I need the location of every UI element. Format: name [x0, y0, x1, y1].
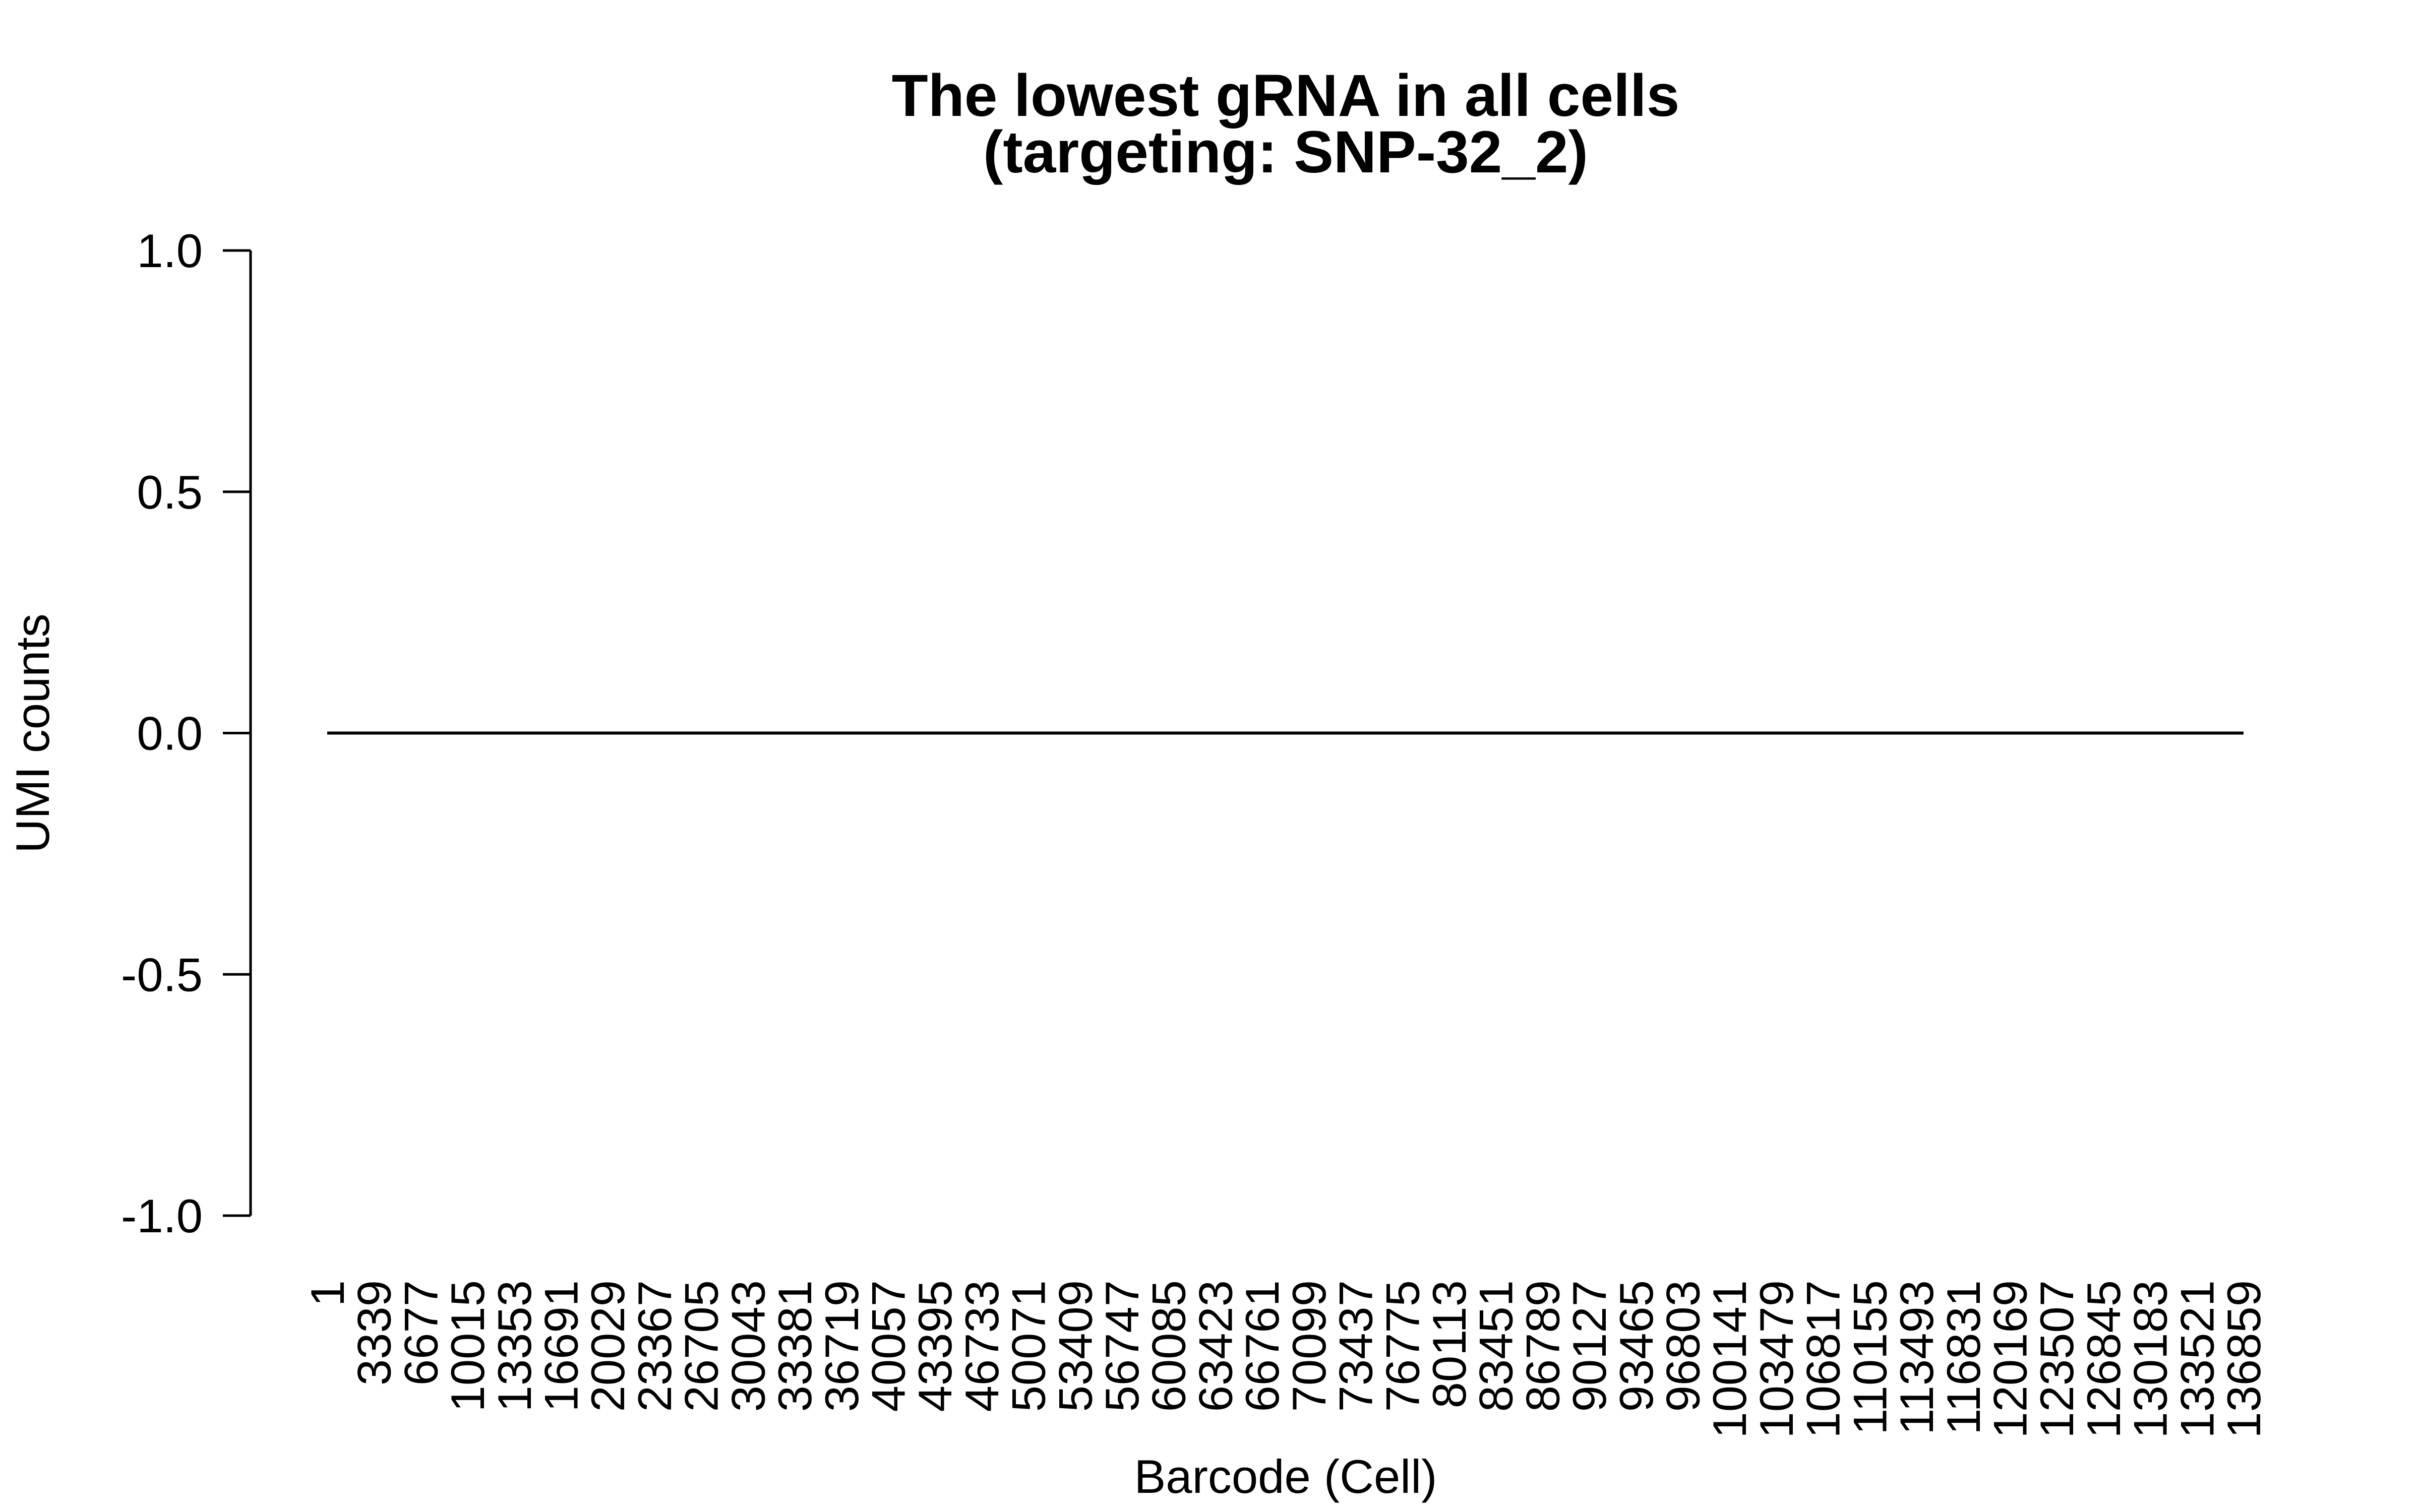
x-tick-label: 13353	[488, 1280, 541, 1412]
x-tick-label: 113493	[1890, 1280, 1943, 1435]
x-tick-label: 103479	[1750, 1280, 1803, 1438]
x-tick-label: 120169	[1983, 1280, 2036, 1438]
x-tick-label: 6677	[394, 1280, 447, 1385]
x-tick-label: 100141	[1703, 1280, 1756, 1438]
chart-subtitle: (targeting: SNP-32_2)	[983, 119, 1588, 185]
x-tick-label: 96803	[1657, 1280, 1710, 1412]
chart-title: The lowest gRNA in all cells	[892, 62, 1680, 129]
x-tick-label: 90127	[1563, 1280, 1616, 1412]
y-axis-label: UMI counts	[6, 613, 59, 853]
x-tick-label: 20029	[581, 1280, 634, 1412]
x-tick-label: 33381	[768, 1280, 821, 1412]
y-axis: -1.0 -0.5 0.0 0.5 1.0	[121, 224, 252, 1242]
x-tick-label: 76775	[1376, 1280, 1429, 1412]
x-tick-label: 136859	[2217, 1280, 2270, 1438]
x-tick-label: 86789	[1516, 1280, 1569, 1412]
y-tick-label: 1.0	[137, 224, 203, 277]
x-tick-label: 50071	[1002, 1280, 1055, 1412]
x-tick-label: 43395	[909, 1280, 961, 1412]
x-tick-label: 110155	[1843, 1280, 1896, 1435]
x-tick-label: 133521	[2170, 1280, 2223, 1438]
x-tick-label: 56747	[1096, 1280, 1148, 1412]
x-tick-label: 3339	[348, 1280, 401, 1385]
x-tick-label: 23367	[628, 1280, 681, 1412]
x-tick-label: 40057	[862, 1280, 915, 1412]
x-tick-label: 63423	[1189, 1280, 1242, 1412]
y-tick-label: -1.0	[121, 1189, 203, 1242]
x-tick-label: 80113	[1423, 1280, 1476, 1408]
x-tick-label: 106817	[1797, 1280, 1850, 1438]
x-tick-label: 36719	[815, 1280, 868, 1412]
x-tick-label: 16691	[535, 1280, 588, 1412]
x-tick-label: 70099	[1283, 1280, 1336, 1412]
y-tick-label: 0.0	[137, 707, 203, 760]
y-tick-label: -0.5	[121, 948, 203, 1001]
x-axis: 1333966771001513353166912002923367267053…	[301, 1280, 2270, 1438]
x-tick-label: 10015	[441, 1280, 494, 1412]
x-tick-label: 130183	[2124, 1280, 2177, 1438]
x-axis-label: Barcode (Cell)	[1134, 1450, 1437, 1503]
y-tick-label: 0.5	[137, 466, 203, 519]
x-tick-label: 26705	[675, 1280, 728, 1412]
x-tick-label: 1	[301, 1280, 354, 1306]
x-tick-label: 60085	[1142, 1280, 1195, 1412]
x-tick-label: 66761	[1236, 1280, 1289, 1412]
x-tick-label: 30043	[721, 1280, 774, 1412]
x-tick-label: 83451	[1470, 1280, 1523, 1412]
x-tick-label: 53409	[1049, 1280, 1102, 1412]
x-tick-label: 73437	[1329, 1280, 1382, 1412]
x-tick-label: 93465	[1610, 1280, 1663, 1412]
x-tick-label: 116831	[1937, 1280, 1990, 1435]
x-tick-label: 126845	[2077, 1280, 2130, 1438]
x-tick-label: 123507	[2030, 1280, 2083, 1438]
x-tick-label: 46733	[955, 1280, 1008, 1412]
